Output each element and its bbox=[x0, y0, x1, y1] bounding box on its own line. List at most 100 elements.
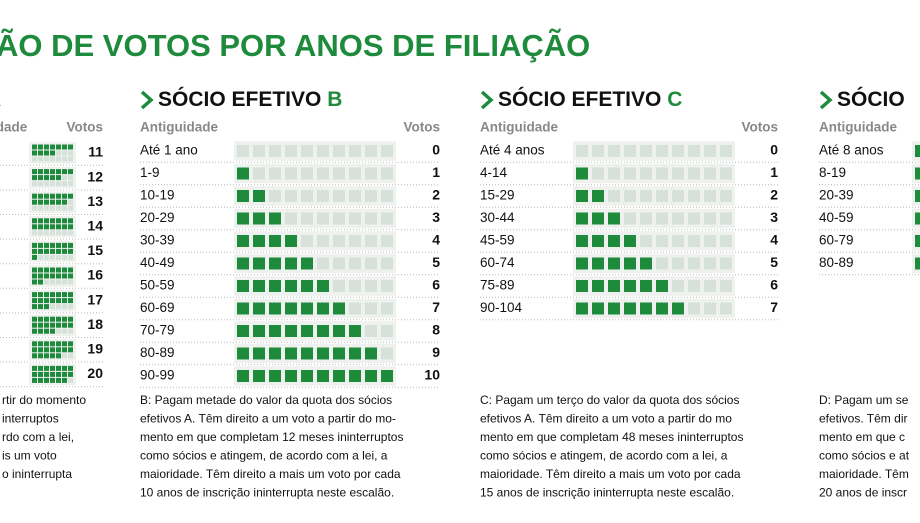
vote-squares bbox=[32, 316, 73, 334]
vote-squares bbox=[237, 325, 393, 337]
vote-square bbox=[44, 181, 49, 187]
vote-squares bbox=[237, 370, 393, 382]
vote-square bbox=[50, 298, 55, 304]
vote-square bbox=[56, 267, 61, 273]
vote-square bbox=[269, 370, 281, 382]
vote-square bbox=[237, 302, 249, 315]
vote-square bbox=[50, 175, 55, 181]
vote-square bbox=[32, 267, 37, 273]
vote-square bbox=[62, 371, 67, 377]
vote-square bbox=[608, 280, 620, 292]
vote-square bbox=[62, 347, 67, 353]
vote-square bbox=[317, 167, 329, 180]
vote-square bbox=[50, 292, 55, 298]
vote-square bbox=[720, 235, 732, 247]
vote-square bbox=[44, 267, 49, 273]
chevron bbox=[819, 90, 833, 110]
vote-square bbox=[301, 280, 313, 292]
vote-square bbox=[365, 145, 377, 157]
vote-square bbox=[44, 304, 49, 310]
vote-square bbox=[44, 298, 49, 304]
vote-square bbox=[32, 254, 37, 260]
vote-square bbox=[624, 212, 636, 225]
vote-squares bbox=[32, 242, 73, 260]
vote-square bbox=[68, 175, 73, 181]
vote-square bbox=[32, 199, 37, 205]
row-label: 75-89 bbox=[480, 278, 515, 293]
vote-square bbox=[915, 145, 920, 157]
vote-square bbox=[50, 230, 55, 236]
vote-square bbox=[915, 190, 920, 202]
vote-square bbox=[50, 267, 55, 273]
vote-square bbox=[592, 190, 604, 202]
chevron bbox=[480, 90, 494, 110]
row-votes: 7 bbox=[770, 299, 778, 315]
vote-square bbox=[592, 212, 604, 225]
vote-square bbox=[56, 175, 61, 181]
vote-square bbox=[301, 325, 313, 337]
vote-square bbox=[704, 280, 716, 292]
vote-square bbox=[62, 224, 67, 230]
row-votes: 12 bbox=[87, 168, 103, 184]
heading-text: SÓCIO EFETIVO bbox=[158, 87, 321, 111]
vote-square bbox=[62, 353, 67, 359]
vote-square bbox=[62, 248, 67, 254]
vote-squares bbox=[576, 235, 732, 247]
vote-square bbox=[56, 199, 61, 205]
vote-square bbox=[624, 280, 636, 292]
vote-square bbox=[365, 370, 377, 382]
vote-squares bbox=[32, 193, 73, 211]
vote-square bbox=[253, 167, 265, 180]
vote-square bbox=[381, 302, 393, 315]
row-votes: 17 bbox=[87, 291, 103, 307]
vote-square bbox=[38, 224, 43, 230]
row-votes: 3 bbox=[770, 209, 778, 225]
column-header: Antiguidade bbox=[480, 120, 558, 135]
vote-square bbox=[349, 167, 361, 180]
vote-square bbox=[68, 199, 73, 205]
row-votes: 0 bbox=[432, 142, 440, 158]
vote-square bbox=[576, 257, 588, 270]
vote-square bbox=[285, 302, 297, 315]
row-votes: 4 bbox=[432, 232, 440, 248]
row-votes: 20 bbox=[87, 365, 103, 381]
row-label: 8-19 bbox=[819, 165, 846, 180]
vote-square bbox=[656, 235, 668, 247]
vote-square bbox=[44, 316, 49, 322]
vote-square bbox=[56, 254, 61, 260]
vote-square bbox=[62, 273, 67, 279]
vote-square bbox=[56, 230, 61, 236]
vote-square bbox=[38, 199, 43, 205]
vote-square bbox=[56, 150, 61, 156]
vote-square bbox=[62, 316, 67, 322]
vote-square bbox=[50, 377, 55, 383]
vote-square bbox=[269, 167, 281, 180]
vote-square bbox=[269, 257, 281, 270]
vote-square bbox=[640, 145, 652, 157]
vote-squares bbox=[32, 267, 73, 285]
panel-heading: A bbox=[0, 88, 1, 111]
vote-square bbox=[576, 212, 588, 225]
vote-square bbox=[32, 371, 37, 377]
vote-square bbox=[44, 205, 49, 211]
heading-text: SÓCIO EFETIVO bbox=[498, 87, 661, 111]
vote-square bbox=[365, 347, 377, 360]
vote-square bbox=[38, 230, 43, 236]
vote-square bbox=[32, 279, 37, 285]
vote-square bbox=[365, 212, 377, 225]
vote-square bbox=[68, 218, 73, 224]
vote-square bbox=[688, 280, 700, 292]
vote-squares bbox=[237, 302, 393, 315]
vote-square bbox=[285, 190, 297, 202]
vote-square bbox=[68, 248, 73, 254]
vote-square bbox=[349, 370, 361, 382]
vote-square bbox=[38, 298, 43, 304]
vote-square bbox=[672, 190, 684, 202]
vote-square bbox=[365, 325, 377, 337]
vote-squares bbox=[915, 145, 920, 157]
vote-square bbox=[44, 230, 49, 236]
vote-square bbox=[253, 280, 265, 292]
vote-square bbox=[44, 371, 49, 377]
note-line: efetivos A. Têm direito a um voto a part… bbox=[480, 412, 732, 426]
vote-square bbox=[50, 218, 55, 224]
